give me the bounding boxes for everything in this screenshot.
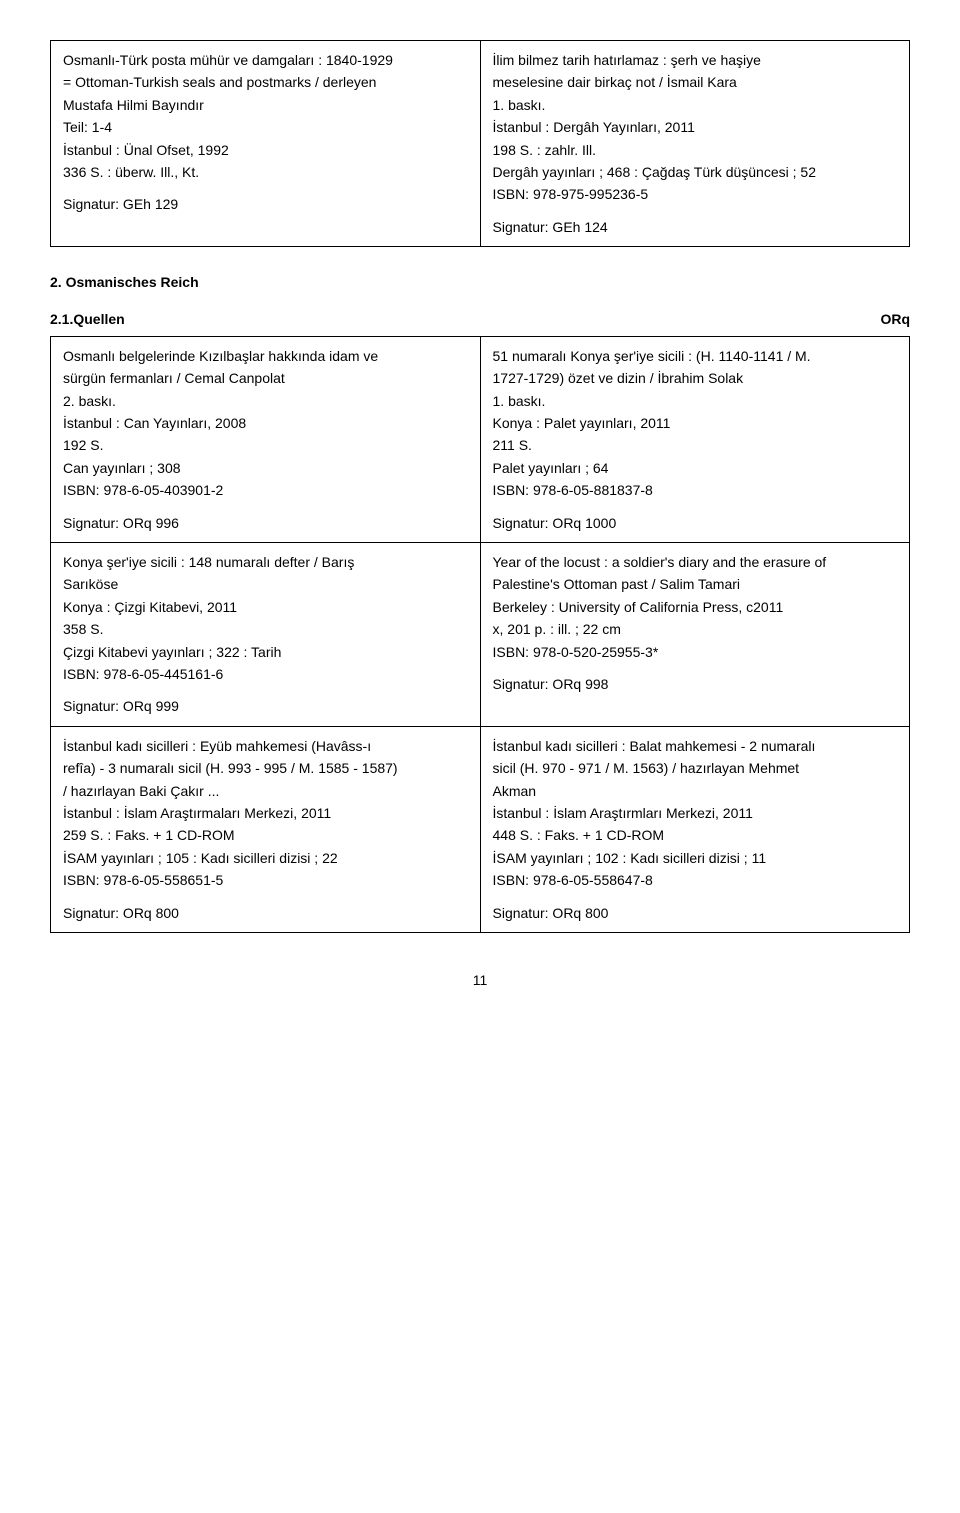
- catalog-table-1: Osmanlı-Türk posta mühür ve damgaları : …: [50, 40, 910, 247]
- signature-line: Signatur: ORq 996: [63, 512, 468, 534]
- subsection-label: 2.1.Quellen: [50, 308, 125, 330]
- entry-text: İstanbul kadı sicilleri : Balat mahkemes…: [493, 735, 898, 892]
- entry-text: Osmanlı belgelerinde Kızılbaşlar hakkınd…: [63, 345, 468, 502]
- section-heading: 2. Osmanisches Reich: [50, 271, 910, 293]
- entry-text: 51 numaralı Konya şer'iye sicili : (H. 1…: [493, 345, 898, 502]
- entry-text: İlim bilmez tarih hatırlamaz : şerh ve h…: [493, 49, 898, 206]
- catalog-table-2: Osmanlı belgelerinde Kızılbaşlar hakkınd…: [50, 336, 910, 933]
- entry-text: Konya şer'iye sicili : 148 numaralı deft…: [63, 551, 468, 685]
- subsection-code: ORq: [880, 308, 910, 330]
- signature-line: Signatur: ORq 800: [63, 902, 468, 924]
- table1-left-cell: Osmanlı-Türk posta mühür ve damgaları : …: [51, 41, 481, 247]
- entry-text: İstanbul kadı sicilleri : Eyüb mahkemesi…: [63, 735, 468, 892]
- signature-line: Signatur: ORq 1000: [493, 512, 898, 534]
- entry-text: Osmanlı-Türk posta mühür ve damgaları : …: [63, 49, 468, 183]
- subsection-row: 2.1.Quellen ORq: [50, 308, 910, 330]
- t2-r3-left: İstanbul kadı sicilleri : Eyüb mahkemesi…: [51, 726, 481, 932]
- signature-line: Signatur: GEh 124: [493, 216, 898, 238]
- page-number: 11: [50, 969, 910, 991]
- t2-r3-right: İstanbul kadı sicilleri : Balat mahkemes…: [480, 726, 910, 932]
- t2-r1-right: 51 numaralı Konya şer'iye sicili : (H. 1…: [480, 336, 910, 542]
- t2-r2-right: Year of the locust : a soldier's diary a…: [480, 543, 910, 727]
- entry-text: Year of the locust : a soldier's diary a…: [493, 551, 898, 663]
- table1-right-cell: İlim bilmez tarih hatırlamaz : şerh ve h…: [480, 41, 910, 247]
- signature-line: Signatur: ORq 998: [493, 673, 898, 695]
- signature-line: Signatur: ORq 800: [493, 902, 898, 924]
- signature-line: Signatur: ORq 999: [63, 695, 468, 717]
- t2-r2-left: Konya şer'iye sicili : 148 numaralı deft…: [51, 543, 481, 727]
- t2-r1-left: Osmanlı belgelerinde Kızılbaşlar hakkınd…: [51, 336, 481, 542]
- signature-line: Signatur: GEh 129: [63, 193, 468, 215]
